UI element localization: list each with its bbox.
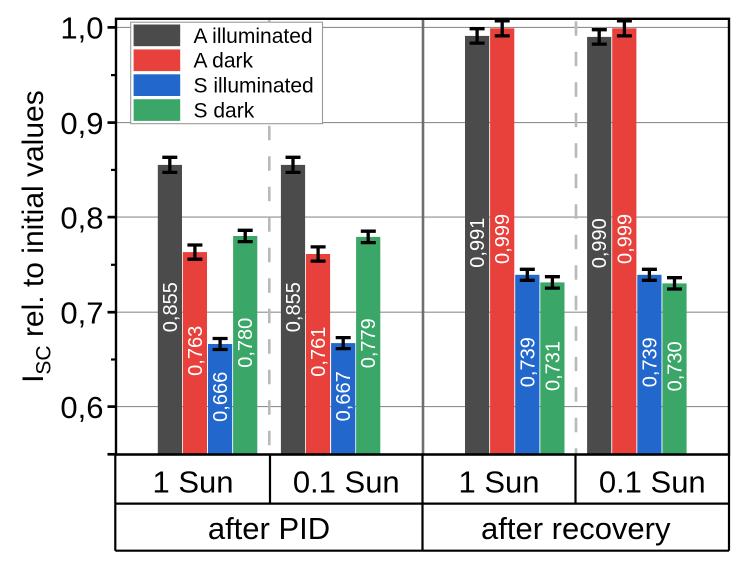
- svg-text:0,8: 0,8: [60, 200, 103, 235]
- svg-text:1 Sun: 1 Sun: [152, 464, 233, 499]
- svg-text:0,999: 0,999: [492, 214, 514, 264]
- svg-text:0.1 Sun: 0.1 Sun: [599, 464, 706, 499]
- svg-text:0,855: 0,855: [283, 282, 305, 332]
- svg-text:0,779: 0,779: [358, 318, 380, 368]
- svg-text:0,730: 0,730: [665, 341, 687, 391]
- svg-text:0,731: 0,731: [542, 341, 564, 391]
- svg-text:0.1 Sun: 0.1 Sun: [293, 464, 400, 499]
- svg-text:0,990: 0,990: [589, 218, 611, 268]
- svg-text:0,9: 0,9: [60, 106, 103, 141]
- svg-text:0,761: 0,761: [308, 327, 330, 377]
- svg-text:S dark: S dark: [194, 100, 255, 123]
- svg-text:after PID: after PID: [208, 511, 330, 546]
- svg-text:0,763: 0,763: [185, 326, 207, 376]
- svg-text:0,739: 0,739: [639, 337, 661, 387]
- svg-text:S illuminated: S illuminated: [194, 75, 314, 98]
- svg-text:0,991: 0,991: [467, 218, 489, 268]
- svg-text:1 Sun: 1 Sun: [458, 464, 539, 499]
- svg-text:0,667: 0,667: [333, 371, 355, 421]
- svg-text:A dark: A dark: [194, 50, 254, 73]
- svg-text:0,6: 0,6: [60, 390, 103, 425]
- svg-text:ISC rel. to initial values: ISC rel. to initial values: [17, 90, 56, 383]
- svg-text:0,666: 0,666: [210, 372, 232, 422]
- svg-text:A illuminated: A illuminated: [194, 25, 313, 48]
- svg-text:after recovery: after recovery: [481, 511, 671, 546]
- svg-text:0,780: 0,780: [235, 318, 257, 368]
- svg-text:0,855: 0,855: [160, 282, 182, 332]
- svg-text:1,0: 1,0: [60, 11, 103, 46]
- svg-text:0,999: 0,999: [614, 214, 636, 264]
- svg-text:0,739: 0,739: [517, 337, 539, 387]
- svg-text:0,7: 0,7: [60, 295, 103, 330]
